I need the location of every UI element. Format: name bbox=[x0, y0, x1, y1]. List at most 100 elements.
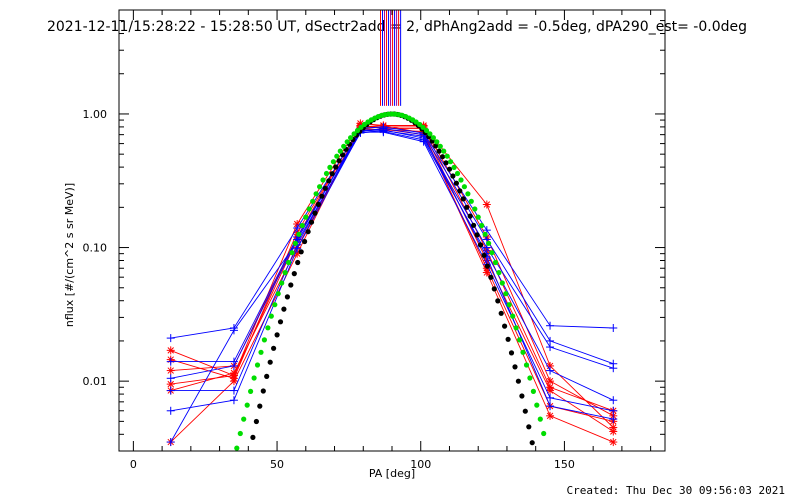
plus-marker bbox=[546, 321, 555, 330]
fit-dot bbox=[444, 153, 450, 159]
plus-marker bbox=[546, 366, 555, 375]
fit-dot bbox=[253, 418, 259, 425]
fit-dot bbox=[326, 178, 332, 184]
fit-dot bbox=[277, 319, 284, 325]
fit-dot bbox=[329, 171, 335, 177]
fit-dot bbox=[261, 337, 267, 343]
fit-dot bbox=[465, 191, 471, 197]
fit-dot bbox=[453, 180, 459, 186]
fit-dot bbox=[303, 214, 309, 220]
fit-dot bbox=[264, 373, 270, 379]
fit-dot bbox=[295, 259, 301, 266]
x-tick-label: 0 bbox=[130, 458, 137, 471]
fit-dot bbox=[315, 201, 321, 207]
fit-dot bbox=[275, 291, 281, 297]
axes: 0 50 100 150 0.01 0.10 1.00 bbox=[83, 9, 665, 471]
y-tick-label: 0.10 bbox=[83, 242, 108, 255]
plus-marker bbox=[166, 334, 175, 343]
plus-marker bbox=[546, 393, 555, 402]
fit-dot bbox=[299, 222, 305, 229]
fit-dot bbox=[302, 238, 308, 245]
fit-dot bbox=[305, 229, 311, 235]
y-tick-label: 1.00 bbox=[83, 108, 108, 121]
fit-dot bbox=[292, 240, 298, 246]
fit-dot bbox=[251, 375, 257, 381]
series-line bbox=[170, 130, 614, 443]
fit-dot bbox=[285, 259, 292, 266]
fit-dot bbox=[506, 302, 512, 308]
y-tick-label: 0.01 bbox=[83, 375, 108, 388]
plus-marker bbox=[609, 323, 618, 332]
fit-dot bbox=[234, 445, 240, 451]
fit-dot bbox=[244, 402, 250, 408]
star-marker bbox=[229, 369, 238, 378]
fit-dot bbox=[250, 434, 256, 440]
fit-dot bbox=[284, 294, 290, 300]
fit-dot bbox=[306, 206, 312, 212]
series-line bbox=[170, 125, 614, 443]
star-marker bbox=[482, 200, 491, 209]
fit-dot bbox=[322, 185, 328, 191]
fit-dot bbox=[534, 402, 540, 408]
fit-dot bbox=[519, 393, 525, 399]
fit-dot bbox=[333, 164, 339, 170]
y-axis-label: nflux [#/(cm^2 s sr MeV)] bbox=[63, 183, 76, 327]
fit-dot bbox=[498, 310, 504, 316]
fit-dot bbox=[312, 210, 318, 216]
fit-dot bbox=[336, 158, 342, 164]
fit-dot bbox=[450, 173, 456, 179]
fit-dot bbox=[437, 143, 443, 149]
fit-dot bbox=[254, 362, 261, 368]
fit-dot bbox=[477, 242, 484, 248]
fit-dot bbox=[354, 127, 361, 134]
series-line bbox=[170, 128, 614, 422]
fit-dot bbox=[446, 166, 453, 172]
fit-dot bbox=[317, 184, 323, 190]
fit-dot bbox=[237, 430, 243, 437]
fit-dot bbox=[330, 159, 336, 165]
fit-dot bbox=[512, 364, 518, 370]
series-line bbox=[170, 122, 614, 428]
fit-dot bbox=[279, 280, 285, 286]
fit-dot bbox=[257, 403, 263, 409]
fit-dot bbox=[248, 388, 254, 394]
fit-dot bbox=[281, 306, 287, 312]
fit-dot bbox=[243, 468, 248, 473]
fit-dot bbox=[272, 302, 278, 308]
fit-dot bbox=[310, 198, 316, 204]
star-marker bbox=[609, 427, 618, 436]
fit-dot bbox=[526, 424, 532, 430]
fit-dot bbox=[298, 249, 304, 255]
star-marker bbox=[546, 411, 555, 420]
fit-dot bbox=[537, 416, 543, 422]
x-axis-label: PA [deg] bbox=[369, 467, 415, 480]
fit-dot bbox=[503, 291, 509, 297]
fit-dot bbox=[334, 153, 340, 159]
fit-dot bbox=[520, 349, 526, 355]
fit-dot bbox=[489, 250, 495, 256]
fit-dot bbox=[475, 214, 481, 220]
fit-dot bbox=[499, 280, 505, 286]
fit-dot bbox=[527, 375, 533, 381]
fit-dot bbox=[441, 148, 447, 154]
fit-dot bbox=[454, 170, 461, 177]
plus-marker bbox=[379, 126, 388, 135]
fit-dot bbox=[457, 188, 463, 194]
fit-dot bbox=[430, 135, 436, 141]
fit-dot bbox=[522, 408, 528, 414]
creation-timestamp: Created: Thu Dec 30 09:56:03 2021 bbox=[566, 484, 785, 497]
fit-dot bbox=[496, 270, 502, 276]
plus-marker bbox=[609, 364, 618, 373]
star-marker bbox=[166, 346, 175, 355]
series-line bbox=[170, 126, 614, 417]
fit-dot bbox=[513, 325, 519, 331]
x-tick-label: 50 bbox=[270, 458, 284, 471]
x-tick-label: 100 bbox=[410, 458, 431, 471]
star-marker bbox=[482, 268, 491, 277]
fit-dot bbox=[484, 263, 490, 269]
plus-marker bbox=[166, 386, 175, 395]
star-marker bbox=[166, 366, 175, 375]
fit-dot bbox=[271, 345, 277, 351]
plus-marker bbox=[166, 357, 175, 366]
